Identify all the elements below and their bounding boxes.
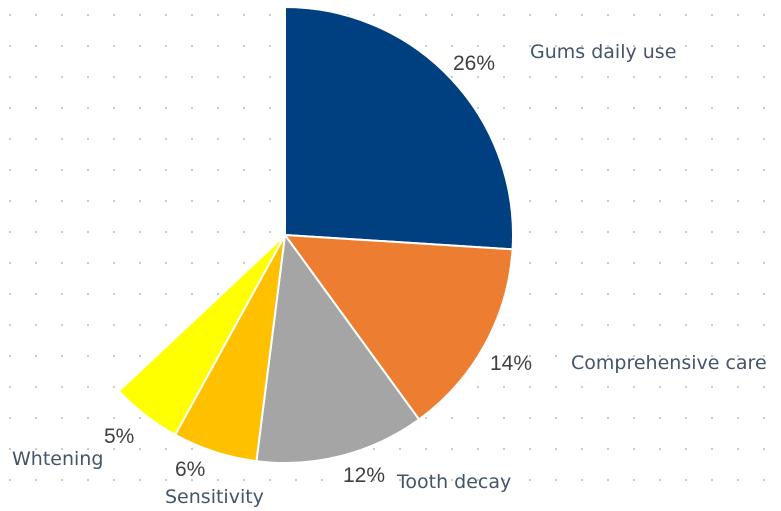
data-label-whtening: 5% xyxy=(104,425,134,448)
pie-slice-gums-daily-use xyxy=(284,6,514,251)
category-label-gums-daily-use: Gums daily use xyxy=(530,41,676,63)
data-label-gums-daily-use: 26% xyxy=(453,52,495,75)
data-label-comprehensive-care: 14% xyxy=(490,352,532,375)
data-label-tooth-decay: 12% xyxy=(343,464,385,487)
pie-slice-comprehensive-care xyxy=(284,234,514,421)
category-label-comprehensive-care: Comprehensive care xyxy=(571,352,767,374)
pie-labels: 26% Gums daily use 14% Comprehensive care 12… xyxy=(12,41,767,508)
pie-slices xyxy=(117,6,514,464)
pie-slice-tooth-decay xyxy=(255,234,421,464)
data-label-sensitivity: 6% xyxy=(175,458,205,481)
category-label-sensitivity: Sensitivity xyxy=(165,486,264,508)
category-label-whtening: Whtening xyxy=(12,448,103,470)
pie-slice-whtening xyxy=(117,234,286,436)
category-label-tooth-decay: Tooth decay xyxy=(396,471,511,493)
